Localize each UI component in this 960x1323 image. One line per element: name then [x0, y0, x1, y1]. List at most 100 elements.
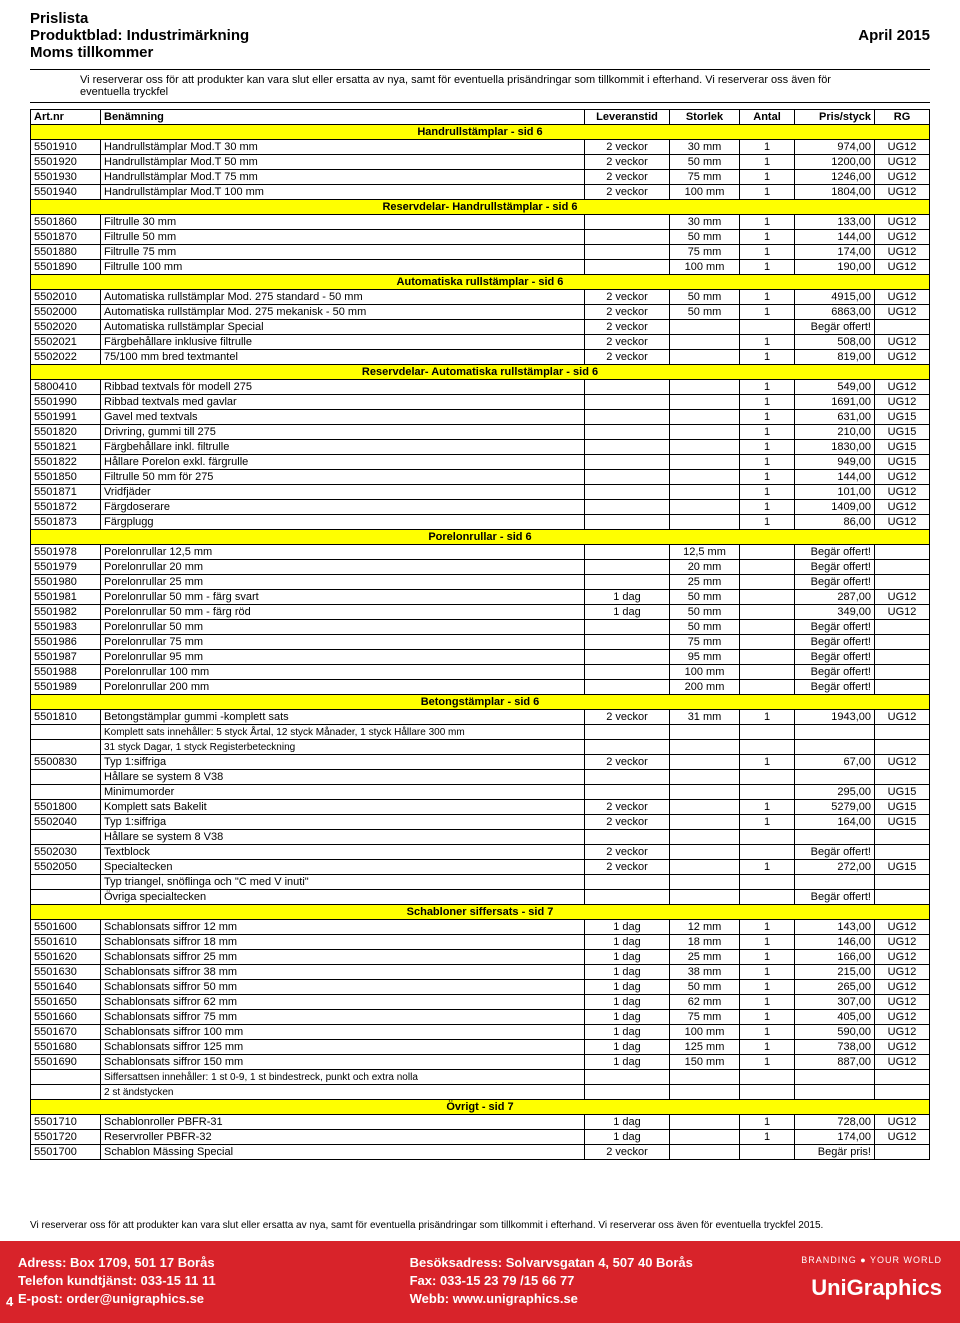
- table-cell: [875, 560, 930, 575]
- table-cell: [585, 425, 670, 440]
- table-cell: [585, 470, 670, 485]
- table-cell: [585, 380, 670, 395]
- table-cell: 1: [740, 260, 795, 275]
- table-row: 5501640Schablonsats siffror 50 mm1 dag50…: [31, 980, 930, 995]
- table-cell: UG12: [875, 965, 930, 980]
- footer-phone: Telefon kundtjänst: 033-15 11 11: [18, 1273, 410, 1288]
- table-cell: Ribbad textvals för modell 275: [101, 380, 585, 395]
- table-cell: 200 mm: [670, 680, 740, 695]
- table-cell: [670, 485, 740, 500]
- table-cell: [875, 545, 930, 560]
- table-cell: [585, 635, 670, 650]
- table-cell: Filtrulle 50 mm: [101, 230, 585, 245]
- table-cell: 949,00: [795, 455, 875, 470]
- table-cell: 1: [740, 860, 795, 875]
- table-cell: Porelonrullar 50 mm - färg röd: [101, 605, 585, 620]
- table-cell: 2 veckor: [585, 845, 670, 860]
- table-row: Typ triangel, snöflinga och "C med V inu…: [31, 875, 930, 890]
- table-cell: [795, 1070, 875, 1085]
- table-cell: 1: [740, 920, 795, 935]
- table-cell: UG12: [875, 170, 930, 185]
- table-cell: Schablonsats siffror 50 mm: [101, 980, 585, 995]
- table-row: 5501720Reservroller PBFR-321 dag1174,00U…: [31, 1130, 930, 1145]
- table-cell: [670, 515, 740, 530]
- table-cell: 30 mm: [670, 140, 740, 155]
- table-row: 5502050Specialtecken2 veckor1272,00UG15: [31, 860, 930, 875]
- table-cell: 31 styck Dagar, 1 styck Registerbeteckni…: [101, 740, 585, 755]
- table-cell: UG12: [875, 1025, 930, 1040]
- table-cell: 12 mm: [670, 920, 740, 935]
- table-cell: UG12: [875, 260, 930, 275]
- table-cell: [670, 455, 740, 470]
- table-row: 5501981Porelonrullar 50 mm - färg svart1…: [31, 590, 930, 605]
- table-cell: 75 mm: [670, 635, 740, 650]
- table-cell: 2 veckor: [585, 710, 670, 725]
- table-row: 5502020Automatiska rullstämplar Special2…: [31, 320, 930, 335]
- table-cell: 5501820: [31, 425, 101, 440]
- table-cell: 1: [740, 515, 795, 530]
- title-moms: Moms tillkommer: [30, 44, 930, 61]
- table-cell: [585, 830, 670, 845]
- table-cell: 1: [740, 485, 795, 500]
- table-row: 5501700Schablon Mässing Special2 veckorB…: [31, 1145, 930, 1160]
- table-cell: Automatiska rullstämplar Mod. 275 mekani…: [101, 305, 585, 320]
- table-cell: 1 dag: [585, 1130, 670, 1145]
- table-cell: 144,00: [795, 470, 875, 485]
- table-row: 5501872Färgdoserare11409,00UG12: [31, 500, 930, 515]
- table-cell: 5501989: [31, 680, 101, 695]
- table-cell: 5501978: [31, 545, 101, 560]
- table-row: 5501989Porelonrullar 200 mm200 mmBegär o…: [31, 680, 930, 695]
- table-row: 5501650Schablonsats siffror 62 mm1 dag62…: [31, 995, 930, 1010]
- table-header-row: Art.nr Benämning Leveranstid Storlek Ant…: [31, 110, 930, 125]
- table-row: 5501978Porelonrullar 12,5 mm12,5 mmBegär…: [31, 545, 930, 560]
- table-cell: 5501990: [31, 395, 101, 410]
- table-cell: 31 mm: [670, 710, 740, 725]
- table-cell: [875, 875, 930, 890]
- table-cell: [740, 785, 795, 800]
- table-cell: 5501987: [31, 650, 101, 665]
- table-cell: [585, 575, 670, 590]
- table-row: 5501920Handrullstämplar Mod.T 50 mm2 vec…: [31, 155, 930, 170]
- table-row: 5800410Ribbad textvals för modell 275154…: [31, 380, 930, 395]
- table-cell: [670, 770, 740, 785]
- table-cell: 2 veckor: [585, 140, 670, 155]
- table-cell: 30 mm: [670, 215, 740, 230]
- table-row: Komplett sats innehåller: 5 styck Årtal,…: [31, 725, 930, 740]
- table-cell: 1: [740, 155, 795, 170]
- table-cell: [31, 770, 101, 785]
- table-row: 5501930Handrullstämplar Mod.T 75 mm2 vec…: [31, 170, 930, 185]
- table-cell: Vridfjäder: [101, 485, 585, 500]
- table-cell: 5502040: [31, 815, 101, 830]
- table-cell: Schablonsats siffror 12 mm: [101, 920, 585, 935]
- table-cell: [740, 740, 795, 755]
- table-cell: 50 mm: [670, 230, 740, 245]
- table-cell: [795, 875, 875, 890]
- table-cell: 5501979: [31, 560, 101, 575]
- table-row: 5501600Schablonsats siffror 12 mm1 dag12…: [31, 920, 930, 935]
- table-cell: [740, 620, 795, 635]
- table-cell: [670, 800, 740, 815]
- table-cell: UG12: [875, 935, 930, 950]
- table-cell: Siffersattsen innehåller: 1 st 0-9, 1 st…: [101, 1070, 585, 1085]
- table-cell: 5501871: [31, 485, 101, 500]
- table-row: 5501690Schablonsats siffror 150 mm1 dag1…: [31, 1055, 930, 1070]
- table-cell: 5502021: [31, 335, 101, 350]
- table-cell: Gavel med textvals: [101, 410, 585, 425]
- table-cell: Begär offert!: [795, 845, 875, 860]
- table-cell: [670, 725, 740, 740]
- table-cell: [740, 845, 795, 860]
- table-row: 5500830Typ 1:siffriga2 veckor167,00UG12: [31, 755, 930, 770]
- disclaimer-box: Vi reserverar oss för att produkter kan …: [30, 69, 930, 103]
- table-cell: 1: [740, 230, 795, 245]
- table-cell: 101,00: [795, 485, 875, 500]
- table-cell: 5502000: [31, 305, 101, 320]
- table-cell: Övriga specialtecken: [101, 890, 585, 905]
- table-cell: 1: [740, 185, 795, 200]
- table-cell: UG12: [875, 1040, 930, 1055]
- table-cell: [31, 725, 101, 740]
- table-cell: UG15: [875, 455, 930, 470]
- table-cell: Typ 1:siffriga: [101, 755, 585, 770]
- table-cell: 5501930: [31, 170, 101, 185]
- table-cell: Schablonsats siffror 125 mm: [101, 1040, 585, 1055]
- table-cell: [740, 1070, 795, 1085]
